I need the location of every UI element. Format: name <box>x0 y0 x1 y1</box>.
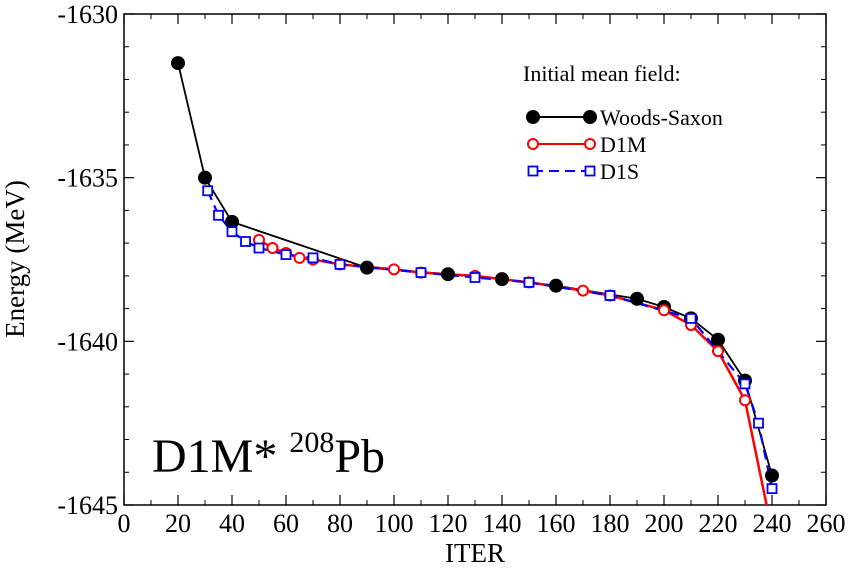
x-axis-title: ITER <box>445 538 505 568</box>
data-point-d1m <box>712 345 724 358</box>
data-point-d1s <box>213 209 224 221</box>
x-tick-label: 140 <box>483 509 522 538</box>
y-tick-label: -1635 <box>57 164 118 193</box>
data-point-d1s <box>753 417 764 429</box>
data-point-woods-saxon <box>495 272 509 287</box>
x-tick-label: 100 <box>375 509 414 538</box>
data-point-woods-saxon <box>441 267 455 282</box>
data-point-d1s <box>469 272 481 283</box>
legend-marker-woods-saxon <box>583 110 597 124</box>
legend-marker-d1m <box>527 138 539 150</box>
data-point-woods-saxon <box>171 56 185 71</box>
data-point-woods-saxon <box>765 468 779 483</box>
x-tick-label: 0 <box>118 509 131 538</box>
axis-ticks <box>123 13 827 506</box>
data-point-d1m <box>293 251 306 264</box>
x-tick-label: 60 <box>273 509 299 538</box>
x-tick-label: 20 <box>165 509 191 538</box>
data-point-d1m <box>388 263 400 276</box>
data-point-d1s <box>226 226 238 238</box>
nucleus-annotation: D1M* 208Pb <box>152 426 385 483</box>
data-point-d1s <box>307 252 319 264</box>
data-point-d1m <box>266 242 279 255</box>
legend-marker-woods-saxon <box>526 110 540 124</box>
data-point-woods-saxon <box>549 278 563 293</box>
x-tick-label: 120 <box>429 509 468 538</box>
y-tick-label: -1630 <box>57 0 118 29</box>
data-point-woods-saxon <box>711 332 725 347</box>
y-axis-title: Energy (MeV) <box>0 180 30 338</box>
data-point-d1s <box>334 259 346 270</box>
data-point-d1s <box>253 242 265 254</box>
annotation-interaction: D1M* <box>152 430 289 483</box>
x-tick-label: 80 <box>327 509 353 538</box>
annotation-mass-number: 208 <box>289 426 334 459</box>
data-point-d1s <box>739 378 751 390</box>
data-point-d1m <box>739 394 751 407</box>
x-tick-label: 260 <box>807 509 846 538</box>
data-point-woods-saxon <box>198 170 212 185</box>
legend-marker-d1m <box>584 138 596 150</box>
x-tick-label: 180 <box>591 509 630 538</box>
data-point-d1s <box>523 277 535 288</box>
annotation-element: Pb <box>334 430 385 483</box>
x-tick-label: 220 <box>699 509 738 538</box>
x-tick-label: 40 <box>219 509 245 538</box>
legend-label-d1s: D1S <box>600 159 639 184</box>
data-point-d1s <box>766 483 778 495</box>
data-point-d1s <box>415 267 427 278</box>
data-point-d1s <box>202 185 214 197</box>
legend-title: Initial mean field: <box>523 61 681 86</box>
y-tick-label: -1640 <box>57 327 118 356</box>
legend-label-woods-saxon: Woods-Saxon <box>600 105 723 130</box>
data-point-d1s <box>685 313 697 324</box>
legend-marker-d1s <box>584 165 596 177</box>
legend-label-d1m: D1M <box>600 132 646 157</box>
series-markers <box>171 56 779 495</box>
x-tick-label: 240 <box>753 509 792 538</box>
data-point-d1s <box>280 249 292 260</box>
y-tick-label: -1645 <box>57 491 118 520</box>
data-point-d1m <box>658 304 670 317</box>
axis-tick-labels: 0 20 40 60 80 100 120 140 160 180 200 220 240 260 -164… <box>57 0 845 538</box>
data-point-d1m <box>577 284 589 297</box>
data-point-d1s <box>240 236 251 247</box>
x-tick-label: 200 <box>645 509 684 538</box>
data-point-d1s <box>604 290 616 301</box>
legend-marker-d1s <box>527 165 539 177</box>
data-point-woods-saxon <box>360 260 374 275</box>
data-point-woods-saxon <box>630 291 644 306</box>
x-tick-label: 160 <box>537 509 576 538</box>
